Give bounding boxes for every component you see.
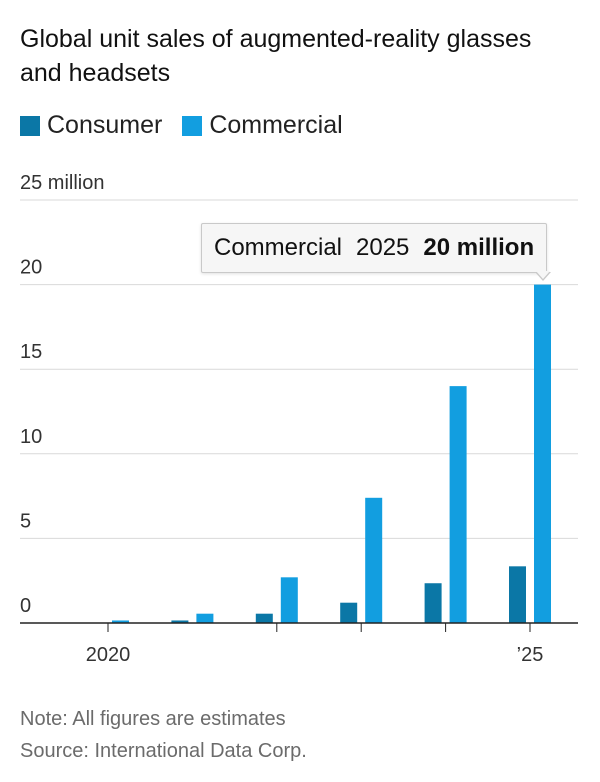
bar-consumer-2025 [509, 566, 526, 623]
bar-consumer-2021 [171, 620, 189, 623]
tooltip-value: 20 million [423, 234, 535, 261]
legend-label-consumer: Consumer [47, 111, 163, 139]
bar-commercial-2023 [365, 497, 383, 623]
bar-commercial-2021 [196, 613, 214, 623]
bar-commercial-2020 [112, 620, 129, 623]
y-tick-label-10: 10 [20, 426, 42, 448]
bar-commercial-2022 [280, 577, 298, 623]
legend-swatch-consumer [20, 115, 40, 136]
legend-swatch-commercial [182, 115, 203, 136]
tooltip-arrow-inner [536, 271, 550, 279]
bar-consumer-2023 [340, 602, 358, 623]
chart-title: Global unit sales of augmented-reality g… [20, 25, 532, 87]
note-text: Note: All figures are estimates [20, 708, 286, 730]
tooltip-year: 2025 [356, 234, 410, 261]
source-text: Source: International Data Corp. [20, 740, 307, 762]
y-tick-label-5: 5 [20, 510, 31, 532]
legend-label-commercial: Commercial [209, 111, 343, 139]
x-tick-label-2025: ’25 [517, 644, 544, 666]
y-tick-label-25: 25 million [20, 172, 104, 194]
bar-consumer-2022 [255, 613, 273, 623]
data-tooltip: Commercial 2025 20 million [201, 223, 548, 273]
bar-commercial-2024 [449, 386, 467, 623]
y-tick-label-20: 20 [20, 257, 42, 279]
y-tick-label-0: 0 [20, 595, 31, 617]
x-tick-label-2020: 2020 [86, 644, 131, 666]
bar-consumer-2024 [424, 583, 442, 623]
legend: Consumer Commercial [20, 111, 363, 140]
y-tick-label-15: 15 [20, 341, 42, 363]
chart-notes: Note: All figures are estimates Source: … [20, 703, 307, 767]
legend-item-consumer: Consumer [20, 111, 162, 140]
legend-item-commercial: Commercial [182, 111, 343, 140]
tooltip-series: Commercial [214, 234, 343, 261]
bar-commercial-2025 [534, 284, 551, 623]
